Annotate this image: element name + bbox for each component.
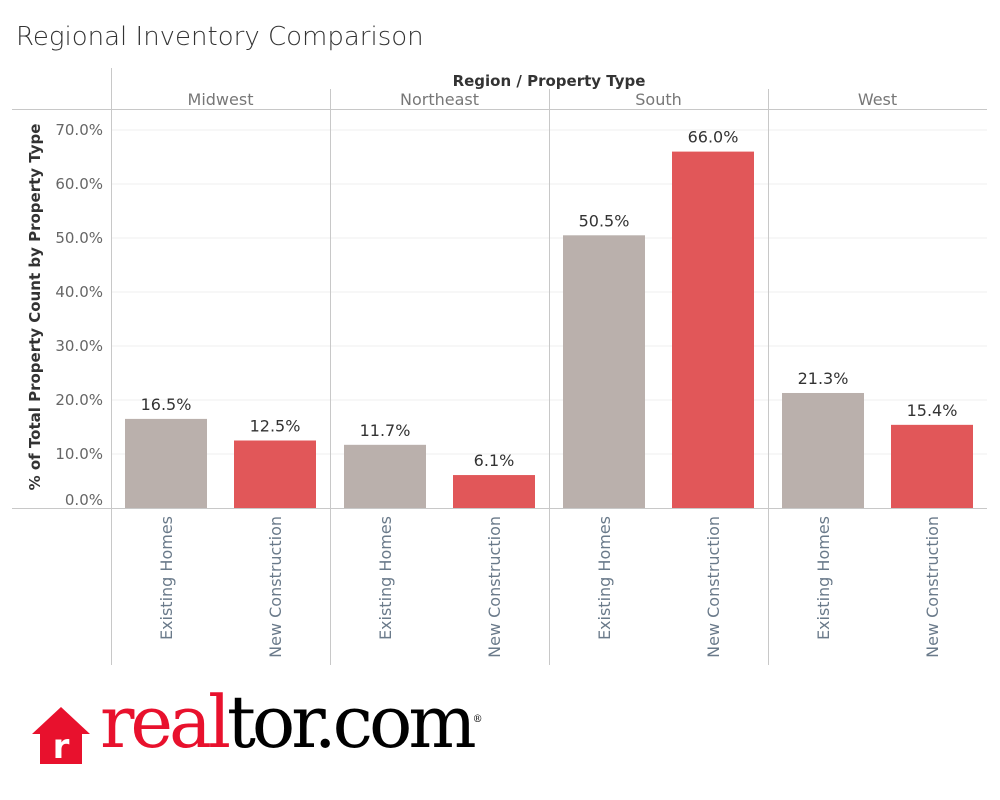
x-tick-label: Existing Homes [157,516,176,640]
bar-chart: 0.0% 10.0% 20.0% 30.0% 40.0% 50.0% 60.0% 70.0% R… [12,68,987,665]
x-tick-label: New Construction [923,516,942,658]
bar-existing-homes [782,392,864,508]
region-label: Northeast [400,90,479,109]
y-tick-label: 0.0% [65,491,103,509]
bar-new-construction [234,440,316,508]
bar-existing-homes [125,418,207,508]
data-label: 11.7% [360,421,411,440]
bar-new-construction [453,475,535,508]
svg-text:r: r [53,727,70,766]
logo-text-black: tor.com [226,680,477,764]
x-tick-label: New Construction [485,516,504,658]
data-label: 16.5% [141,395,192,414]
x-tick-label: New Construction [704,516,723,658]
data-label: 6.1% [474,451,515,470]
bar-existing-homes [563,235,645,509]
y-axis-title: % of Total Property Count by Property Ty… [26,124,44,491]
house-r-icon: r [32,707,90,766]
bar-new-construction [891,424,973,508]
data-label: 21.3% [798,369,849,388]
x-tick-label: Existing Homes [595,516,614,640]
x-tick-label: New Construction [266,516,285,658]
y-tick-label: 40.0% [55,283,103,301]
y-tick-label: 50.0% [55,229,103,247]
bar-existing-homes [344,444,426,508]
region-label: South [635,90,682,109]
y-tick-label: 30.0% [55,337,103,355]
y-tick-label: 20.0% [55,391,103,409]
y-tick-label: 60.0% [55,175,103,193]
header-label: Region / Property Type [453,72,646,90]
logo-text-red: real [100,680,231,764]
data-label: 66.0% [688,128,739,147]
bar-new-construction [672,151,754,508]
chart-title: Regional Inventory Comparison [16,22,424,52]
data-label: 15.4% [907,401,958,420]
y-tick-label: 70.0% [55,121,103,139]
y-tick-label: 10.0% [55,445,103,463]
region-label: Midwest [188,90,254,109]
x-tick-label: Existing Homes [814,516,833,640]
data-label: 50.5% [579,211,630,230]
x-tick-label: Existing Homes [376,516,395,640]
data-label: 12.5% [250,417,301,436]
region-label: West [858,90,897,109]
